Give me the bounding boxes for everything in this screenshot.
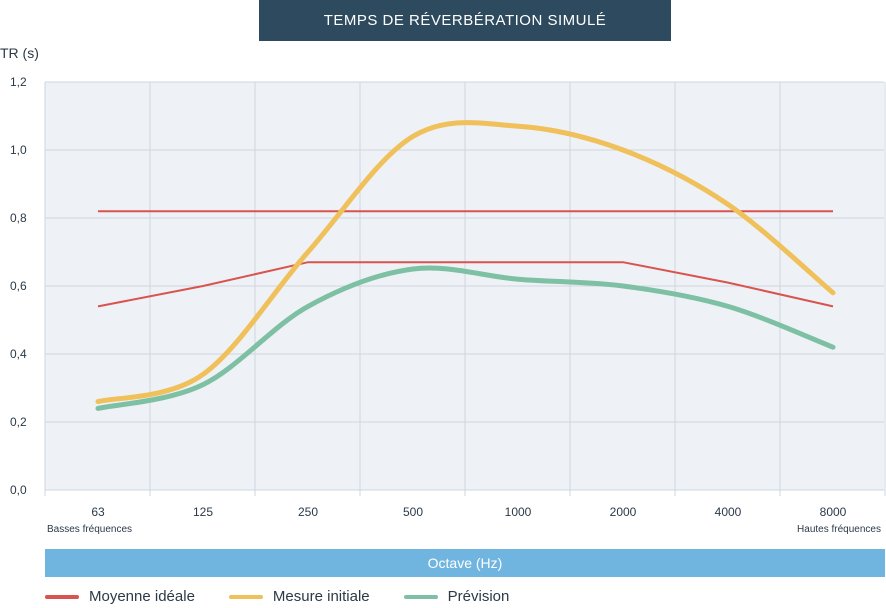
ideal-lower-line <box>97 261 834 308</box>
legend-swatch-green <box>403 594 438 599</box>
x-tick-label: 2000 <box>610 505 637 519</box>
y-tick-labels: 0,0 0,2 0,4 0,6 0,8 1,0 1,2 <box>10 75 27 497</box>
legend-swatch-yellow <box>228 594 263 599</box>
legend-label: Moyenne idéale <box>89 588 195 605</box>
legend: Moyenne idéale Mesure initiale Prévision <box>45 588 543 605</box>
x-tick-label: 250 <box>298 505 318 519</box>
y-tick-label: 0,0 <box>10 483 27 497</box>
ideal-band <box>97 210 834 308</box>
chart-title: TEMPS DE RÉVERBÉRATION SIMULÉ <box>259 0 671 41</box>
y-tick-label: 1,2 <box>10 75 27 89</box>
high-frequency-hint: Hautes fréquences <box>797 524 881 535</box>
x-tick-label: 8000 <box>820 505 847 519</box>
x-tick-label: 125 <box>193 505 213 519</box>
x-tick-labels: 63 125 250 500 1000 2000 4000 8000 <box>91 505 846 519</box>
y-tick-label: 0,6 <box>10 279 27 293</box>
mesure-initiale-line <box>95 120 836 405</box>
x-tick-label: 500 <box>403 505 423 519</box>
y-tick-label: 1,0 <box>10 143 27 157</box>
x-tick-label: 63 <box>91 505 105 519</box>
series-lines <box>95 120 836 411</box>
legend-item-mesure: Mesure initiale <box>228 588 370 605</box>
x-axis-label: Octave (Hz) <box>45 549 885 577</box>
x-tick-label: 1000 <box>505 505 532 519</box>
legend-swatch-red <box>45 594 79 599</box>
x-tick-label: 4000 <box>715 505 742 519</box>
y-tick-label: 0,4 <box>10 347 27 361</box>
grid <box>44 81 886 496</box>
legend-item-prevision: Prévision <box>403 588 510 605</box>
y-axis-label: TR (s) <box>0 45 39 61</box>
legend-label: Mesure initiale <box>272 588 370 605</box>
y-tick-label: 0,8 <box>10 211 27 225</box>
y-tick-label: 0,2 <box>10 415 27 429</box>
prevision-line <box>95 265 836 411</box>
reverberation-chart: 0,0 0,2 0,4 0,6 0,8 1,0 1,2 63 125 250 500 1000 200… <box>10 75 886 519</box>
legend-item-moyenne: Moyenne idéale <box>45 588 195 605</box>
legend-label: Prévision <box>447 588 510 605</box>
low-frequency-hint: Basses fréquences <box>47 524 133 535</box>
